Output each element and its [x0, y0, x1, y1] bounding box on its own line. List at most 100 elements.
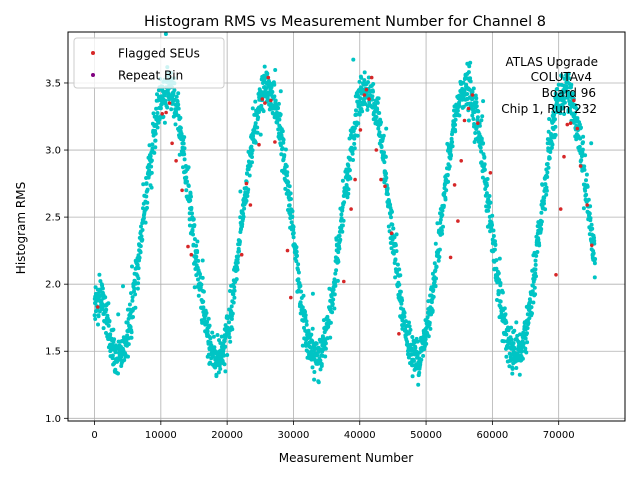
- measurement-point: [504, 332, 509, 337]
- measurement-point: [130, 295, 135, 300]
- flagged-seu-point: [170, 141, 174, 146]
- flagged-seu-point: [364, 87, 369, 92]
- measurement-point: [437, 255, 442, 259]
- measurement-point: [558, 111, 563, 116]
- measurement-point: [371, 89, 375, 94]
- measurement-point: [145, 200, 150, 205]
- measurement-point: [438, 217, 443, 222]
- measurement-point: [310, 365, 315, 370]
- measurement-point: [309, 332, 314, 337]
- measurement-point: [273, 68, 278, 72]
- x-tick-label: 30000: [278, 430, 310, 441]
- measurement-point: [580, 147, 585, 152]
- measurement-point: [583, 153, 588, 158]
- axis-ticks: 0 10000 20000 30000 40000 50000 60000 70000 1.0 1…: [45, 78, 575, 441]
- measurement-point: [282, 153, 287, 158]
- measurement-point: [370, 97, 375, 102]
- flagged-seu-point: [452, 183, 457, 187]
- measurement-point: [132, 286, 137, 291]
- measurement-point: [303, 313, 308, 318]
- measurement-point: [433, 268, 438, 273]
- flagged-seu-point: [257, 142, 261, 147]
- measurement-point: [340, 178, 345, 183]
- measurement-point: [533, 262, 538, 267]
- measurement-point: [465, 92, 470, 96]
- legend: Flagged SEUs Repeat Bin: [73, 37, 225, 89]
- measurement-point: [559, 74, 564, 79]
- measurement-point: [561, 106, 566, 111]
- measurement-point: [351, 158, 355, 162]
- measurement-point: [291, 224, 296, 229]
- measurement-point: [195, 249, 200, 253]
- measurement-point: [230, 327, 235, 332]
- measurement-point: [376, 126, 381, 131]
- measurement-point: [589, 222, 594, 227]
- measurement-point: [301, 293, 306, 298]
- measurement-point: [126, 354, 130, 359]
- measurement-point: [407, 320, 411, 325]
- measurement-point: [244, 198, 249, 203]
- measurement-point: [227, 320, 231, 325]
- measurement-point: [182, 146, 187, 151]
- measurement-point: [488, 229, 493, 234]
- measurement-point: [336, 259, 341, 264]
- measurement-point: [533, 267, 538, 272]
- measurement-point: [406, 355, 411, 360]
- measurement-point: [582, 167, 587, 172]
- plot-frame: [67, 31, 626, 422]
- x-tick-label: 70000: [543, 430, 575, 441]
- measurement-point: [237, 239, 242, 244]
- measurement-point: [591, 251, 596, 256]
- measurement-point: [278, 143, 283, 148]
- measurement-point: [110, 353, 115, 358]
- measurement-point: [285, 173, 289, 178]
- measurement-point: [375, 107, 380, 112]
- flagged-seu-point: [369, 75, 374, 80]
- measurement-point: [510, 366, 515, 371]
- flagged-seu-point: [568, 121, 573, 125]
- measurement-point: [362, 78, 367, 83]
- measurement-point: [284, 164, 289, 169]
- measurement-point: [163, 32, 168, 36]
- measurement-point: [216, 370, 221, 375]
- measurement-point: [498, 281, 503, 285]
- measurement-point: [359, 75, 364, 80]
- measurement-point: [337, 233, 342, 238]
- measurement-point: [296, 277, 301, 282]
- measurement-point: [477, 123, 482, 128]
- measurement-point: [410, 363, 415, 368]
- measurement-point: [440, 208, 445, 213]
- measurement-point: [277, 117, 282, 122]
- measurement-point: [429, 300, 434, 305]
- measurement-point: [453, 122, 458, 127]
- measurement-point: [116, 312, 121, 317]
- measurement-point: [431, 294, 436, 299]
- measurement-point: [231, 300, 236, 305]
- measurement-point: [93, 317, 98, 321]
- measurement-point: [523, 346, 528, 351]
- measurement-point: [466, 118, 471, 123]
- measurement-point: [108, 332, 113, 337]
- measurement-point: [497, 278, 502, 282]
- measurement-point: [468, 79, 473, 84]
- flagged-seu-point: [164, 110, 168, 115]
- flagged-seu-point: [186, 244, 190, 249]
- flagged-seu-point: [459, 159, 464, 163]
- measurement-point: [492, 247, 497, 252]
- measurement-point: [262, 64, 267, 69]
- measurement-point: [518, 332, 522, 337]
- measurement-point: [521, 341, 526, 346]
- measurement-point: [350, 151, 355, 156]
- measurement-point: [156, 120, 161, 125]
- measurement-point: [390, 222, 395, 227]
- measurement-point: [348, 176, 353, 181]
- measurement-point: [137, 255, 142, 260]
- measurement-point: [497, 256, 502, 261]
- measurement-point: [434, 264, 439, 269]
- measurement-point: [333, 271, 338, 276]
- measurement-point: [363, 102, 368, 106]
- measurement-point: [582, 164, 587, 169]
- measurement-point: [201, 305, 206, 310]
- measurement-point: [403, 319, 408, 324]
